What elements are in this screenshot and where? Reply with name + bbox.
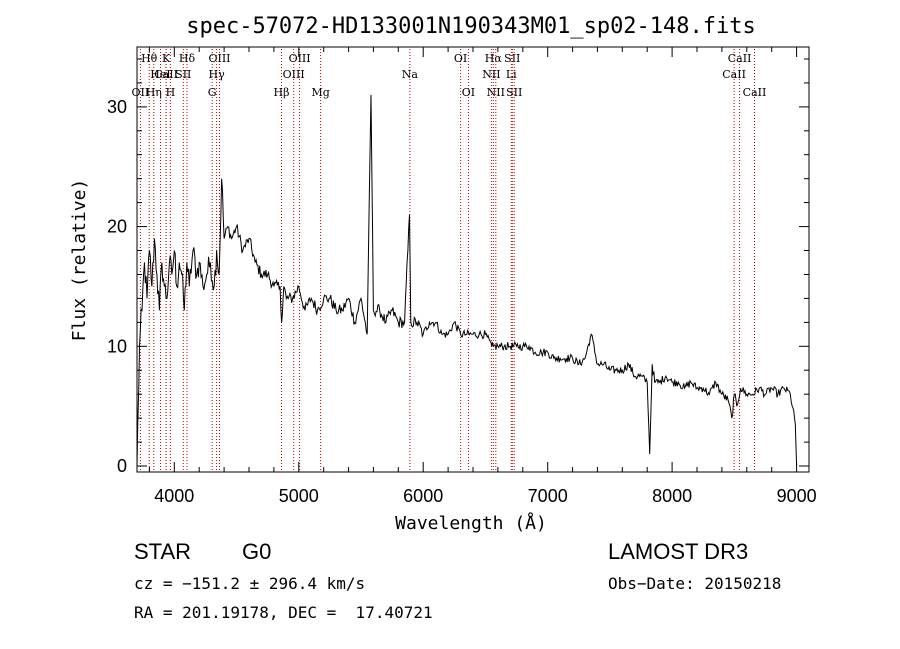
line-marker-label: Mg xyxy=(311,86,329,99)
plot-frame xyxy=(136,46,810,473)
line-marker-label: OI xyxy=(454,52,467,65)
survey-name: LAMOST DR3 xyxy=(608,539,749,564)
line-marker-label: K xyxy=(162,52,171,65)
line-marker-label: OI xyxy=(462,86,475,99)
x-tick-label: 4000 xyxy=(154,486,194,506)
line-markers: Hθ CaII OII K HeI Hη Hδ SII H OIII Hγ G OIII OIII Hβ Mg… xyxy=(132,49,767,472)
y-axis-label: Flux (relative) xyxy=(69,179,90,342)
line-marker-label: CaII xyxy=(728,52,752,65)
series-group xyxy=(136,94,798,467)
object-subclass: G0 xyxy=(242,539,272,564)
x-axis-label: Wavelength (Å) xyxy=(395,512,547,534)
line-marker-label: OIII xyxy=(289,52,311,65)
coordinates: RA = 201.19178, DEC = 17.40721 xyxy=(134,603,433,622)
redshift-cz: cz = −151.2 ± 296.4 km/s xyxy=(134,574,366,593)
line-marker-label: Hγ xyxy=(209,68,226,81)
line-marker-label: Hθ xyxy=(141,52,158,65)
line-marker-label: SII xyxy=(504,52,520,65)
chart-title: spec-57072-HD133001N190343M01_sp02-148.f… xyxy=(186,14,756,39)
object-class: STAR xyxy=(134,539,192,564)
line-marker-label: OIII xyxy=(208,52,230,65)
line-marker-label: NII xyxy=(487,86,505,99)
line-marker-label: OIII xyxy=(283,68,305,81)
line-marker-label: CaII xyxy=(722,68,746,81)
series-line-flux xyxy=(136,94,798,467)
x-tick-label: 5000 xyxy=(279,486,319,506)
line-marker-label: Hβ xyxy=(274,86,290,99)
y-tick-label: 20 xyxy=(107,217,127,237)
line-marker-label: Li xyxy=(506,68,517,81)
line-marker-label: Hα xyxy=(485,52,503,65)
line-marker-label: Na xyxy=(402,68,419,81)
y-tick-label: 10 xyxy=(107,336,127,356)
obs-date: Obs−Date: 20150218 xyxy=(608,574,782,593)
x-tick-label: 8000 xyxy=(652,486,692,506)
line-marker-label: H xyxy=(166,86,176,99)
x-tick-label: 7000 xyxy=(528,486,568,506)
x-axis: 4000 5000 6000 7000 8000 9000 xyxy=(148,47,817,506)
x-tick-label: 9000 xyxy=(777,486,817,506)
line-marker-label: G xyxy=(208,86,217,99)
y-axis: 0 10 20 30 xyxy=(107,58,809,476)
x-tick-label: 6000 xyxy=(403,486,443,506)
y-tick-label: 30 xyxy=(107,97,127,117)
line-marker-label: OII xyxy=(132,86,150,99)
line-marker-label: SII xyxy=(506,86,522,99)
line-marker-label: HeI xyxy=(150,68,170,81)
line-marker-label: Hη xyxy=(146,86,162,99)
line-marker-label: SII xyxy=(175,68,191,81)
line-marker-label: Hδ xyxy=(179,52,196,65)
line-marker-label: CaII xyxy=(154,68,178,81)
line-marker-label: CaII xyxy=(743,86,767,99)
y-tick-label: 0 xyxy=(117,456,127,476)
line-marker-label: NII xyxy=(482,68,500,81)
